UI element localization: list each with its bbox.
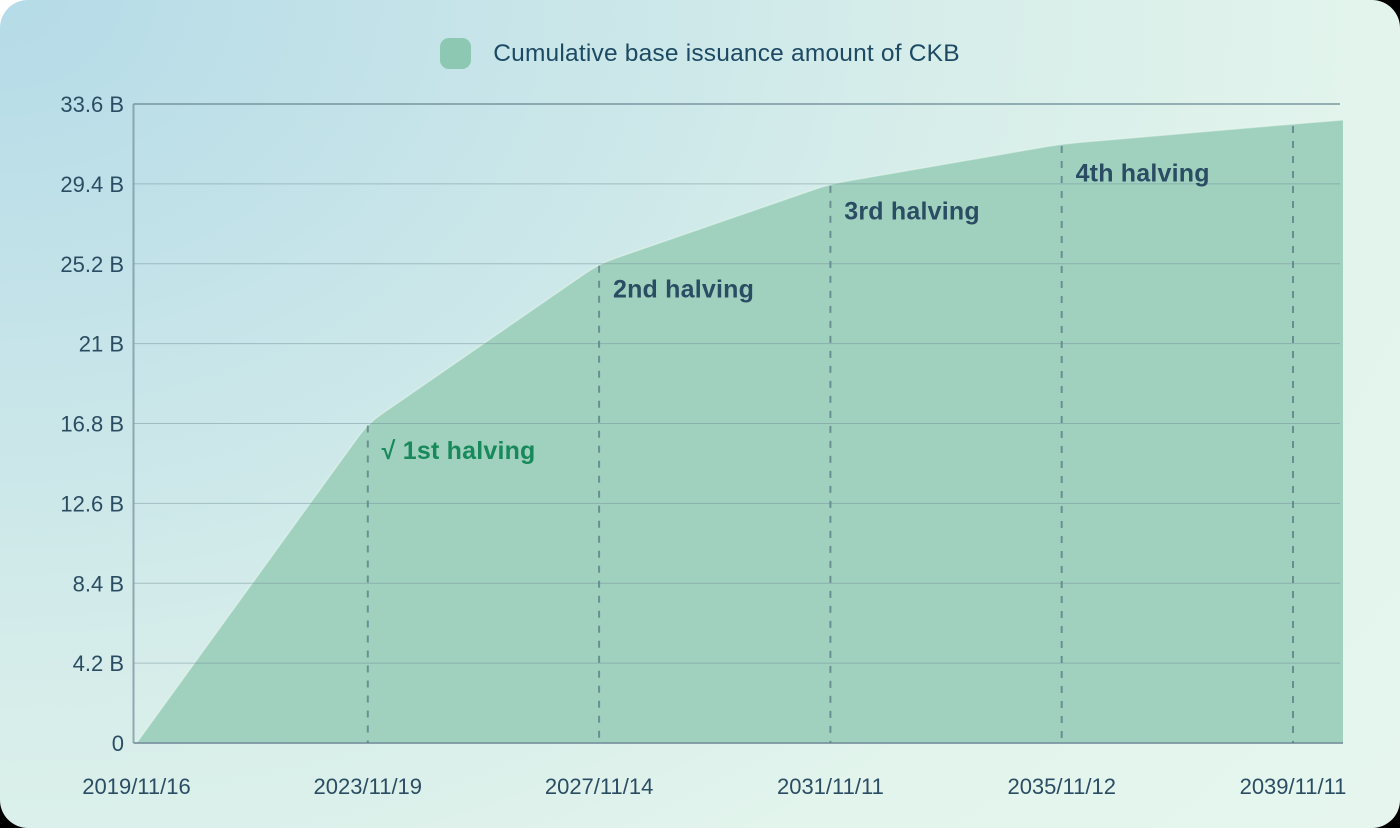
y-axis-tick-label: 25.2 B xyxy=(60,252,124,277)
x-axis-tick-label: 2039/11/11 xyxy=(1240,774,1347,799)
y-axis-tick-label: 4.2 B xyxy=(73,651,124,676)
legend-swatch-icon xyxy=(440,38,472,69)
chart-legend[interactable]: Cumulative base issuance amount of CKB xyxy=(0,38,1400,69)
y-axis-tick-label: 0 xyxy=(112,731,124,756)
y-axis-tick-label: 21 B xyxy=(79,332,124,357)
halving-annotation-label: √ 1st halving xyxy=(382,437,536,465)
y-axis-tick-label: 8.4 B xyxy=(73,571,124,596)
legend-label: Cumulative base issuance amount of CKB xyxy=(493,39,960,67)
area-series-top-edge xyxy=(135,119,1344,744)
x-axis-tick-label: 2023/11/19 xyxy=(314,774,422,799)
halving-annotation-label: 4th halving xyxy=(1076,159,1210,187)
x-axis-tick-label: 2035/11/12 xyxy=(1007,774,1115,799)
halving-annotation-label: 2nd halving xyxy=(613,275,754,303)
y-axis-tick-label: 33.6 B xyxy=(60,92,124,117)
x-axis-tick-label: 2031/11/11 xyxy=(777,774,884,799)
halving-annotation-label: 3rd halving xyxy=(844,198,980,226)
y-axis-tick-label: 12.6 B xyxy=(60,491,124,516)
y-axis-tick-label: 16.8 B xyxy=(60,412,124,437)
y-axis-tick-label: 29.4 B xyxy=(60,172,124,197)
x-axis-tick-label: 2019/11/16 xyxy=(82,774,190,799)
area-series-fill xyxy=(136,119,1343,744)
x-axis-tick-label: 2027/11/14 xyxy=(545,774,653,799)
